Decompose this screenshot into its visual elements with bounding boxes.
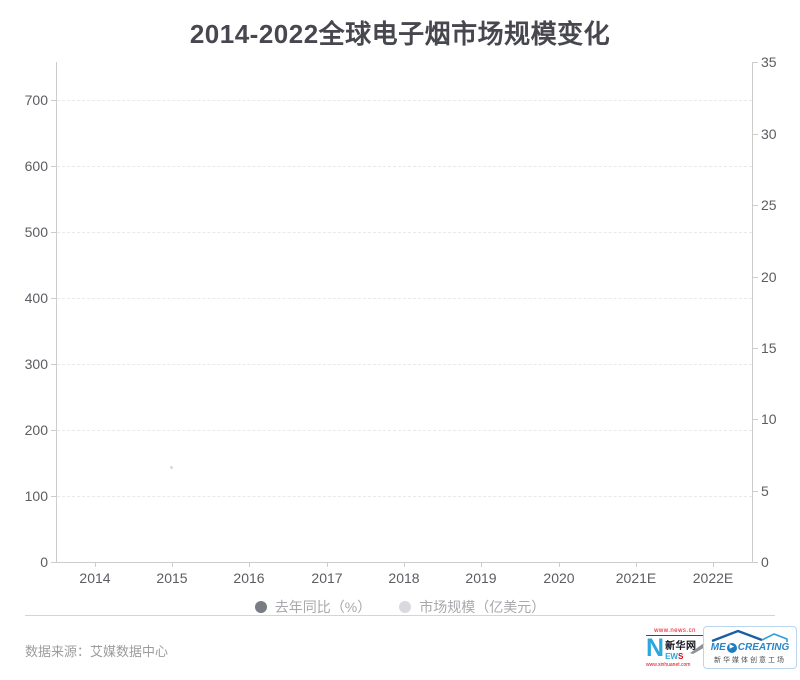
gridline <box>57 100 752 101</box>
left-axis-tick <box>51 232 56 233</box>
gridline <box>57 430 752 431</box>
x-axis-label: 2019 <box>465 570 497 586</box>
medcreating-logo: ME ▶ CREATING 新华媒体创意工场 <box>703 626 797 669</box>
xinhuanet-n-letter: N <box>646 634 665 662</box>
right-axis-tick <box>753 491 758 492</box>
left-axis-label: 0 <box>40 554 48 570</box>
right-axis-label: 35 <box>761 54 777 70</box>
xinhuanet-chinese-name: 新华网 <box>665 641 697 652</box>
right-axis-tick <box>753 562 758 563</box>
x-axis-tick <box>172 562 173 567</box>
x-axis-tick <box>404 562 405 567</box>
x-axis-label: 2014 <box>79 570 111 586</box>
chart-title: 2014-2022全球电子烟市场规模变化 <box>189 19 611 49</box>
right-axis-label: 20 <box>761 269 777 285</box>
right-axis-label: 0 <box>761 554 769 570</box>
x-axis-tick <box>95 562 96 567</box>
right-axis-line <box>752 62 753 562</box>
left-axis-tick <box>51 430 56 431</box>
right-axis-label: 15 <box>761 340 777 356</box>
legend-label: 去年同比（%） <box>274 599 372 615</box>
xinhuanet-url-top: www.news.cn <box>646 628 704 636</box>
x-axis-label: 2022E <box>692 570 734 586</box>
x-axis-tick <box>636 562 637 567</box>
x-axis-label: 2017 <box>311 570 343 586</box>
gridline <box>57 166 752 167</box>
x-axis-tick <box>249 562 250 567</box>
right-axis-tick <box>753 419 758 420</box>
left-axis-tick <box>51 166 56 167</box>
left-axis-tick <box>51 298 56 299</box>
medcreating-me: ME <box>710 642 726 653</box>
xinhuanet-ews-letters: EWS <box>665 652 697 661</box>
xinhuanet-ew: EW <box>665 652 678 661</box>
legend-label: 市场规模（亿美元） <box>419 599 546 615</box>
left-axis-label: 700 <box>24 92 48 108</box>
medcreating-creating: CREATING <box>737 642 790 653</box>
left-axis-tick <box>51 562 56 563</box>
medcreating-caption: 新华媒体创意工场 <box>714 657 786 664</box>
x-axis-tick <box>481 562 482 567</box>
x-axis-tick <box>713 562 714 567</box>
legend-marker-icon <box>399 601 412 613</box>
left-axis-line <box>56 62 57 562</box>
xinhuanet-s: S <box>677 652 684 661</box>
legend: 去年同比（%） 市场规模（亿美元） <box>0 597 800 617</box>
left-axis-label: 500 <box>24 224 48 240</box>
left-axis-label: 100 <box>24 488 48 504</box>
right-axis-tick <box>753 348 758 349</box>
x-axis-label: 2018 <box>388 570 420 586</box>
gridline <box>57 298 752 299</box>
x-axis-label: 2021E <box>615 570 657 586</box>
right-axis-tick <box>753 62 758 63</box>
left-axis-tick <box>51 496 56 497</box>
left-axis-label: 200 <box>24 422 48 438</box>
gridline <box>57 364 752 365</box>
legend-item-yoy[interactable]: 去年同比（%） <box>254 597 372 617</box>
play-icon: ▶ <box>726 642 737 653</box>
xinhuanet-url-bottom: www.xinhuanet.com <box>646 662 691 668</box>
right-axis-label: 10 <box>761 411 777 427</box>
xinhuanet-logo: www.news.cn N 新华网 EWS www.xinhuanet.com <box>646 628 707 668</box>
x-axis-tick <box>559 562 560 567</box>
roof-icon <box>711 629 788 642</box>
left-axis-label: 600 <box>24 158 48 174</box>
x-axis-tick <box>327 562 328 567</box>
right-axis-label: 5 <box>761 483 769 499</box>
legend-marker-icon <box>254 601 267 613</box>
left-axis-tick <box>51 100 56 101</box>
left-axis-label: 400 <box>24 290 48 306</box>
x-axis-label: 2016 <box>233 570 265 586</box>
footer-divider <box>25 615 775 616</box>
gridline <box>57 496 752 497</box>
right-axis-tick <box>753 134 758 135</box>
xinhuanet-text-column: 新华网 EWS <box>665 637 697 661</box>
right-axis-tick <box>753 205 758 206</box>
data-source-text: 数据来源：艾媒数据中心 <box>25 644 169 659</box>
medcreating-wordmark: ME ▶ CREATING <box>706 642 794 653</box>
right-axis-tick <box>753 277 758 278</box>
left-axis-label: 300 <box>24 356 48 372</box>
stray-point <box>170 466 173 469</box>
gridline <box>57 232 752 233</box>
x-axis-label: 2020 <box>543 570 575 586</box>
xinhuanet-wordmark: N 新华网 EWS <box>646 634 707 662</box>
right-axis-label: 25 <box>761 197 777 213</box>
right-axis-label: 30 <box>761 126 777 142</box>
x-axis-label: 2015 <box>156 570 188 586</box>
left-axis-tick <box>51 364 56 365</box>
legend-item-market-size[interactable]: 市场规模（亿美元） <box>399 597 545 617</box>
